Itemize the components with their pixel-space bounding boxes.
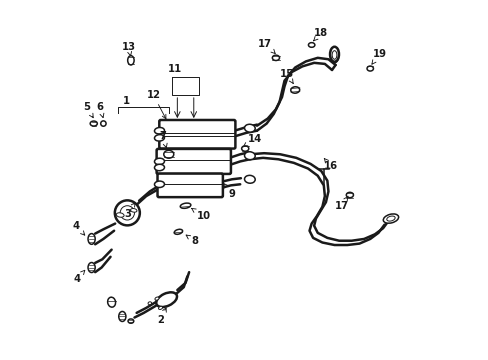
Ellipse shape (174, 229, 182, 234)
Text: 8: 8 (186, 235, 198, 247)
Circle shape (120, 206, 134, 220)
Text: 9: 9 (223, 184, 235, 199)
Ellipse shape (346, 192, 353, 198)
Text: 6: 6 (96, 102, 103, 118)
Ellipse shape (308, 42, 314, 47)
Text: 11: 11 (167, 64, 182, 73)
Ellipse shape (101, 121, 106, 126)
Ellipse shape (127, 56, 134, 65)
Ellipse shape (290, 87, 299, 93)
Text: 12: 12 (146, 90, 165, 119)
Ellipse shape (148, 302, 151, 305)
Ellipse shape (154, 127, 164, 134)
Text: 14: 14 (243, 134, 261, 147)
Ellipse shape (116, 213, 124, 217)
Ellipse shape (244, 152, 255, 159)
Text: 5: 5 (83, 102, 93, 118)
Ellipse shape (128, 319, 134, 323)
Text: 16: 16 (323, 158, 337, 171)
Ellipse shape (386, 216, 394, 221)
Text: 13: 13 (121, 42, 135, 56)
Ellipse shape (88, 262, 95, 273)
Text: 17: 17 (258, 39, 275, 54)
Text: 4: 4 (73, 270, 84, 284)
FancyBboxPatch shape (157, 174, 223, 197)
Text: 10: 10 (191, 208, 210, 221)
Ellipse shape (366, 66, 373, 71)
Text: 4: 4 (72, 221, 84, 235)
Ellipse shape (154, 135, 164, 141)
Ellipse shape (154, 181, 164, 188)
Ellipse shape (244, 124, 255, 132)
Text: 18: 18 (313, 28, 328, 41)
Ellipse shape (158, 306, 162, 310)
Ellipse shape (156, 292, 177, 307)
Ellipse shape (130, 208, 137, 212)
Text: 15: 15 (279, 68, 293, 84)
Ellipse shape (155, 297, 159, 300)
Text: 1: 1 (122, 96, 129, 106)
FancyBboxPatch shape (159, 120, 235, 149)
Text: 2: 2 (157, 308, 166, 325)
Ellipse shape (244, 175, 255, 183)
Text: 7: 7 (159, 131, 167, 148)
Ellipse shape (272, 55, 279, 60)
Text: 17: 17 (334, 196, 348, 211)
Text: 3: 3 (123, 203, 135, 219)
Text: 19: 19 (371, 49, 386, 64)
Ellipse shape (329, 47, 338, 63)
Ellipse shape (241, 146, 248, 151)
Ellipse shape (180, 203, 190, 208)
Ellipse shape (154, 158, 164, 165)
Ellipse shape (88, 234, 95, 244)
Ellipse shape (329, 47, 338, 62)
Ellipse shape (331, 51, 336, 59)
Ellipse shape (163, 150, 173, 158)
Ellipse shape (154, 164, 164, 171)
FancyBboxPatch shape (156, 149, 230, 174)
Ellipse shape (119, 311, 125, 321)
Ellipse shape (107, 297, 115, 307)
Ellipse shape (383, 214, 398, 223)
Ellipse shape (90, 121, 97, 126)
Circle shape (115, 201, 140, 225)
